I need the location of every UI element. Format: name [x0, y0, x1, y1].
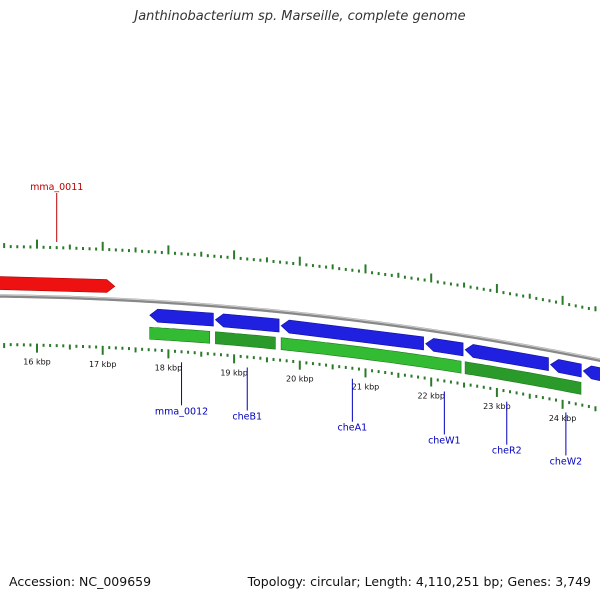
cds-segment	[149, 326, 210, 344]
backbone-highlight	[0, 294, 600, 360]
ruler-labels: 16 kbp 17 kbp 18 kbp 19 kbp 20 kbp 21 kbp 22 k…	[23, 358, 576, 423]
ruler-label: 17 kbp	[89, 360, 117, 369]
cheR2-label: cheR2	[492, 446, 522, 457]
ruler-label: 20 kbp	[286, 375, 314, 384]
cheW2-gene-arrow	[550, 359, 582, 378]
outer-tick-ring	[3, 239, 597, 312]
ruler-label: 19 kbp	[220, 368, 248, 377]
mma_0012-gene-arrow	[149, 308, 214, 327]
cds-track	[149, 326, 582, 395]
ruler-label: 16 kbp	[23, 358, 51, 367]
accession-text: Accession: NC_009659	[9, 574, 152, 589]
cds-segment	[280, 337, 462, 374]
backbone-line	[0, 294, 600, 362]
ruler-label: 23 kbp	[483, 402, 511, 411]
genome-backbone	[0, 294, 600, 362]
inner-tick-ring	[3, 343, 597, 412]
ruler-label: 22 kbp	[417, 391, 445, 400]
ruler-label: 18 kbp	[155, 363, 183, 372]
cheA1-gene-arrow	[280, 319, 424, 351]
cds-segment	[215, 331, 276, 350]
cheB1-label: cheB1	[232, 412, 262, 423]
genome-summary-text: Topology: circular; Length: 4,110,251 bp…	[247, 574, 591, 589]
ruler-label: 21 kbp	[352, 382, 380, 391]
cheW1-gene-arrow	[425, 338, 464, 357]
gene-track	[0, 276, 600, 381]
cheA1-label: cheA1	[338, 423, 368, 434]
cheW1-label: cheW1	[428, 435, 461, 446]
cds-segment	[464, 361, 582, 395]
map-title: Janthinobacterium sp. Marseille, complet…	[134, 9, 466, 24]
cheB1-gene-arrow	[214, 313, 280, 333]
unlabeled-gene-arrow	[582, 365, 600, 381]
mma_0012-label: mma_0012	[155, 406, 208, 417]
gene-labels: mma_0011 mma_0012 cheB1 cheA1 cheW1 cheR2 cheW…	[30, 182, 582, 467]
mma_0011-label: mma_0011	[30, 182, 83, 193]
mma_0011-gene-arrow	[0, 276, 116, 293]
cheW2-label: cheW2	[550, 456, 583, 467]
ruler-label: 24 kbp	[549, 414, 577, 423]
cheR2-gene-arrow	[464, 344, 549, 372]
